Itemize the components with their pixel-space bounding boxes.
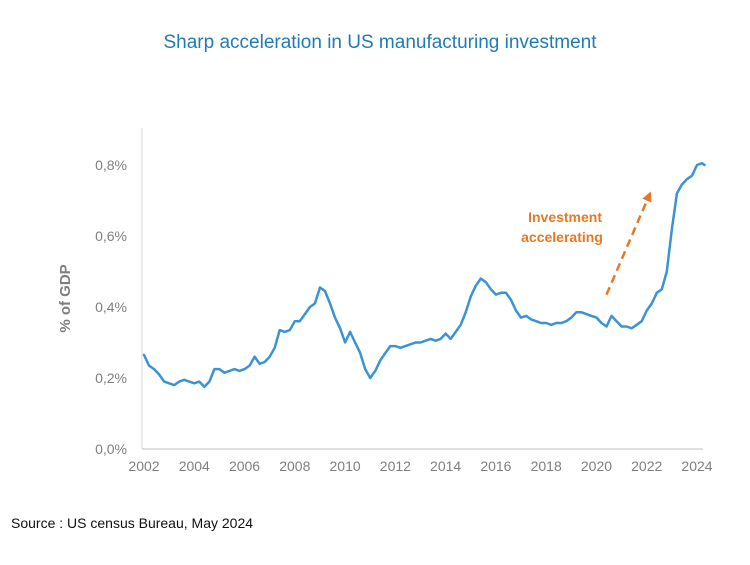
x-tick-label: 2006 (229, 458, 260, 474)
annotation-text: Investment accelerating (521, 209, 606, 245)
x-axis-tick-labels: 2002 2004 2006 2008 2010 2012 2014 2016 2018 2020… (128, 458, 712, 474)
x-tick-label: 2022 (631, 458, 662, 474)
annotation-arrow (605, 191, 652, 296)
x-tick-label: 2020 (581, 458, 612, 474)
y-tick-label: 0,2% (95, 370, 127, 386)
x-tick-label: 2018 (531, 458, 562, 474)
x-tick-label: 2016 (480, 458, 511, 474)
y-axis-title: % of GDP (57, 264, 74, 332)
x-tick-label: 2024 (681, 458, 712, 474)
annotation-group: Investment accelerating (521, 191, 652, 296)
x-tick-label: 2002 (128, 458, 159, 474)
source-note: Source : US census Bureau, May 2024 (11, 515, 254, 531)
y-tick-label: 0,6% (95, 228, 127, 244)
y-tick-label: 0,8% (95, 157, 127, 173)
y-tick-label: 0,0% (95, 441, 127, 457)
x-tick-label: 2010 (330, 458, 361, 474)
series-line (142, 161, 706, 389)
series-group (142, 161, 706, 389)
x-tick-label: 2014 (430, 458, 461, 474)
x-tick-label: 2008 (279, 458, 310, 474)
y-axis-tick-labels: 0,0% 0,2% 0,4% 0,6% 0,8% (95, 157, 127, 457)
x-tick-label: 2012 (380, 458, 411, 474)
chart-title: Sharp acceleration in US manufacturing i… (163, 32, 597, 53)
annotation-line-1: Investment (528, 209, 602, 225)
y-tick-label: 0,4% (95, 299, 127, 315)
x-tick-label: 2004 (179, 458, 210, 474)
annotation-line-2: accelerating (521, 229, 603, 245)
